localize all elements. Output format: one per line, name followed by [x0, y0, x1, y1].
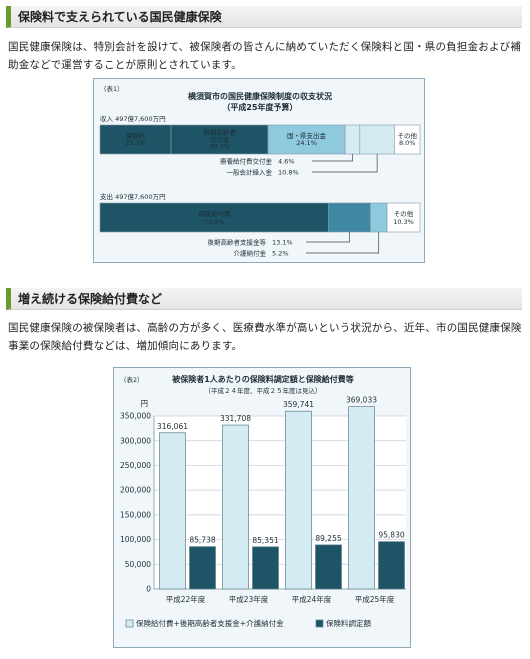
expenditure-small-value-2: 5.2%	[272, 250, 289, 258]
category-label-2: 平成24年度	[292, 594, 332, 604]
y-tick-label-6: 300,000	[120, 436, 151, 445]
bar-1-0	[189, 546, 216, 590]
expenditure-leader-1	[306, 232, 350, 243]
legend-swatch-0	[125, 619, 134, 628]
y-tick-label-7: 350,000	[120, 412, 151, 421]
revenue-segment-name-1-1: 交付金	[210, 135, 230, 144]
y-axis-unit: 円	[141, 399, 149, 408]
data-label-0-3: 369,033	[346, 396, 377, 405]
revenue-segment-value-0: 22.2%	[125, 139, 146, 147]
figure1-label: （表1）	[100, 84, 124, 93]
revenue-segment-5	[394, 124, 421, 155]
section1-paragraph-line1: 国民健康保険は、特別会計を設けて、被保険者の皆さんに納めていただく保険料と国・県…	[8, 41, 522, 53]
legend-swatch-1	[315, 619, 324, 628]
revenue-segment-value-1: 30.3%	[209, 143, 230, 151]
category-label-3: 平成25年度	[355, 594, 395, 604]
revenue-small-name-4: 一般会計繰入金	[227, 168, 273, 177]
revenue-segment-name-2-0: 国・県支出金	[287, 131, 327, 140]
revenue-segment-name-0-0: 保険料	[126, 131, 146, 140]
figure1-svg: （表1） 横須賀市の国民健康保険制度の収支状況（平成25年度予算） 収入 497億7…	[99, 84, 421, 258]
bar-1-3	[378, 541, 405, 590]
data-label-1-3: 95,830	[378, 531, 404, 540]
revenue-segment-2	[267, 124, 346, 155]
y-tick-label-0: 0	[146, 585, 151, 594]
expenditure-small-name-2: 介護納付金	[234, 249, 267, 258]
expenditure-segment-0	[99, 202, 329, 233]
figure2-svg: （表2） 被保険者1人あたりの保険料調定額と保険給付費等 （平成２４年度、平成２５年…	[120, 374, 406, 628]
figure1-subtitle: （平成25年度予算）	[222, 102, 297, 112]
bar-0-0	[159, 432, 186, 590]
revenue-leader-4	[312, 154, 378, 173]
expenditure-leader-2	[306, 232, 380, 254]
section2-paragraph: 国民健康保険の被保険者は、高齢の方が多く、医療費水準が高いという状況から、近年、…	[8, 319, 522, 355]
expenditure-segment-name-0: 保険給付費	[198, 209, 231, 218]
revenue-segment-4	[359, 124, 395, 155]
revenue-segment-name-1-0: 前期高齢者	[203, 127, 236, 136]
revenue-small-name-3: 療養給付費交付金	[220, 157, 273, 166]
bar-1-2	[315, 544, 342, 590]
data-label-0-1: 331,708	[220, 414, 251, 423]
expenditure-segment-value-0: 71.4%	[204, 218, 225, 226]
figure2-subtitle: （平成２４年度、平成２５年度は見込）	[205, 386, 322, 395]
revenue-leader-3	[312, 154, 353, 162]
figure2-title: 被保険者1人あたりの保険料調定額と保険給付費等	[172, 374, 354, 384]
revenue-segment-name-5-0: その他	[397, 131, 417, 140]
y-tick-label-1: 50,000	[125, 560, 151, 569]
section-heading-premium: 保険料で支えられている国民健康保険	[6, 6, 522, 28]
bar-1-1	[252, 546, 279, 590]
figure2-label: （表2）	[120, 375, 144, 384]
revenue-segment-value-5: 8.0%	[399, 139, 416, 147]
expenditure-small-name-1: 後期高齢者支援金等	[208, 238, 267, 247]
category-label-0: 平成22年度	[166, 594, 206, 604]
legend-label-1: 保険料調定額	[326, 618, 371, 628]
data-label-0-2: 359,741	[283, 400, 314, 409]
y-tick-label-3: 150,000	[120, 510, 151, 519]
y-tick-label-2: 100,000	[120, 535, 151, 544]
section1-paragraph-line2: 助金などで運営することが原則とされています。	[8, 59, 242, 71]
section-heading-benefits: 増え続ける保険給付費など	[6, 288, 522, 310]
data-label-1-2: 89,255	[315, 534, 341, 543]
figure1-revenue-expenditure: （表1） 横須賀市の国民健康保険制度の収支状況 （平成25年度予算） 収入 497億7…	[93, 78, 425, 263]
section2-paragraph-line2: 事業の保険給付費などは、増加傾向にあります。	[8, 340, 243, 352]
revenue-segment-3	[344, 124, 361, 155]
legend-label-0: 保険給付費+後期高齢者支援金+介護納付金	[136, 618, 284, 628]
revenue-segment-0	[99, 124, 172, 155]
bar-0-1	[222, 424, 249, 590]
section1-paragraph: 国民健康保険は、特別会計を設けて、被保険者の皆さんに納めていただく保険料と国・県…	[8, 38, 522, 74]
revenue-label: 収入 497億7,600万円	[100, 114, 166, 123]
expenditure-segment-2	[370, 202, 388, 233]
category-label-1: 平成23年度	[229, 594, 269, 604]
revenue-segment-1	[170, 124, 269, 155]
expenditure-segment-1	[328, 202, 371, 233]
figure2-per-capita-chart: （表2） 被保険者1人あたりの保険料調定額と保険給付費等 （平成２４年度、平成２５年…	[113, 367, 411, 648]
y-tick-label-5: 250,000	[120, 461, 151, 470]
bar-0-2	[285, 410, 312, 590]
expenditure-segment-name-3: その他	[394, 209, 414, 218]
expenditure-small-value-1: 13.1%	[272, 239, 293, 247]
expenditure-segment-value-3: 10.3%	[393, 218, 414, 226]
data-label-1-1: 85,351	[252, 536, 278, 545]
data-label-0-0: 316,061	[157, 422, 188, 431]
revenue-segment-value-2: 24.1%	[296, 139, 317, 147]
figure1-title: 横須賀市の国民健康保険制度の収支状況	[188, 91, 332, 101]
section2-paragraph-line1: 国民健康保険の被保険者は、高齢の方が多く、医療費水準が高いという状況から、近年、…	[8, 322, 522, 334]
data-label-1-0: 85,738	[189, 536, 215, 545]
expenditure-segment-3	[386, 202, 421, 233]
expenditure-label: 支出 497億7,600万円	[100, 192, 166, 201]
bar-0-3	[348, 406, 375, 590]
revenue-small-value-3: 4.6%	[278, 158, 295, 166]
y-tick-label-4: 200,000	[120, 486, 151, 495]
revenue-small-value-4: 10.8%	[278, 169, 299, 177]
